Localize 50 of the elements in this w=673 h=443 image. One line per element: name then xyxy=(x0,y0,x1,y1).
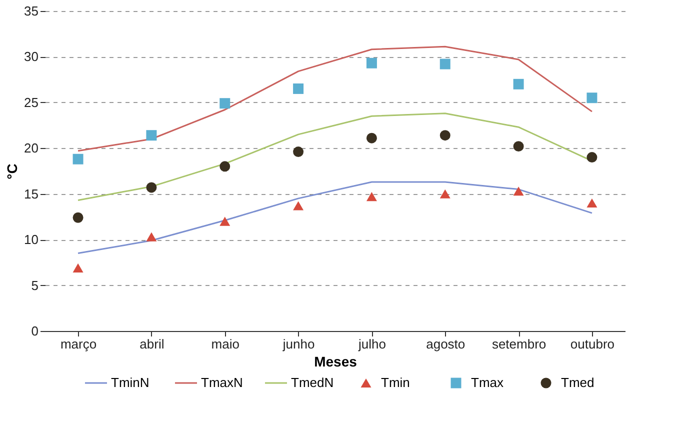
point xyxy=(513,186,524,196)
point xyxy=(72,154,84,164)
y-tick-label: 25 xyxy=(24,94,38,110)
x-tick-label: abril xyxy=(140,336,164,352)
y-tick-label: 15 xyxy=(24,186,38,202)
y-axis-title: °C xyxy=(4,164,20,180)
point xyxy=(440,189,450,198)
line-series xyxy=(77,181,593,254)
point xyxy=(586,198,598,208)
x-axis-title: Meses xyxy=(314,354,358,370)
point xyxy=(293,201,304,210)
x-tick-label: setembro xyxy=(492,336,546,352)
legend-label: TmedN xyxy=(291,375,334,390)
y-tick-label: 35 xyxy=(24,4,38,18)
point xyxy=(366,132,377,144)
point xyxy=(72,263,84,272)
x-tick-label: maio xyxy=(211,336,240,352)
y-tick-label: 30 xyxy=(24,49,38,64)
point xyxy=(440,58,450,70)
x-tick-label: julho xyxy=(357,336,386,352)
legend-label: Tmin xyxy=(381,375,410,390)
point xyxy=(440,130,450,141)
legend-label: TmaxN xyxy=(201,375,243,390)
x-tick-label: junho xyxy=(282,336,315,352)
point xyxy=(293,83,304,94)
point xyxy=(586,152,598,163)
point xyxy=(146,232,157,242)
point xyxy=(220,98,230,109)
y-tick-label: 5 xyxy=(31,278,38,293)
point xyxy=(586,92,598,104)
point xyxy=(293,146,304,158)
point xyxy=(146,130,157,141)
point xyxy=(513,78,524,90)
y-tick-label: 10 xyxy=(24,232,38,248)
x-tick-label: março xyxy=(60,336,97,352)
y-tick-label: 0 xyxy=(31,324,38,338)
legend-label: Tmax xyxy=(471,375,504,390)
point xyxy=(72,212,84,223)
point xyxy=(513,141,524,152)
point xyxy=(366,192,377,202)
point xyxy=(220,216,230,226)
x-tick-label: agosto xyxy=(426,336,466,352)
x-tick-label: outubro xyxy=(570,336,615,352)
point xyxy=(366,58,377,68)
point xyxy=(220,161,230,172)
line-series xyxy=(77,46,593,152)
legend-label: TminN xyxy=(111,375,150,390)
legend-label: Tmed xyxy=(561,375,594,390)
point xyxy=(146,182,157,193)
y-tick-label: 20 xyxy=(24,140,38,156)
